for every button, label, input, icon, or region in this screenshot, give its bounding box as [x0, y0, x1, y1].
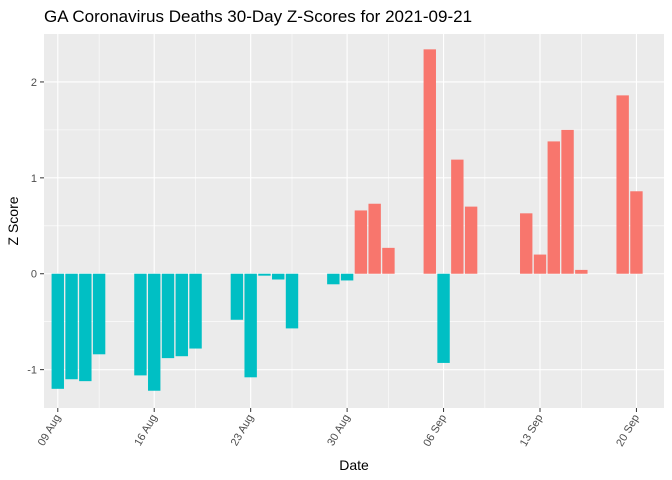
x-tick-label: 16 Aug [132, 413, 160, 449]
y-axis: -1 0 1 2 [27, 77, 44, 377]
bar [382, 247, 395, 274]
x-tick-label: 13 Sep [518, 413, 546, 449]
bar [65, 273, 78, 380]
bar [134, 273, 147, 376]
x-tick-label: 20 Sep [614, 413, 642, 449]
bars [51, 49, 643, 391]
bar [161, 273, 175, 359]
bar [616, 95, 629, 274]
bar [285, 273, 299, 329]
bar [547, 141, 560, 274]
x-axis-title: Date [339, 457, 369, 473]
bar [92, 273, 106, 355]
bar [340, 273, 354, 281]
chart-title: GA Coronavirus Deaths 30-Day Z-Scores fo… [44, 7, 472, 26]
minor-gridlines [44, 34, 664, 408]
x-tick-label: 23 Aug [229, 413, 257, 449]
bar [630, 191, 643, 274]
plot-panel [44, 34, 664, 408]
bar [79, 273, 92, 382]
bar [230, 273, 244, 320]
bar [354, 210, 368, 274]
bar [437, 273, 450, 363]
y-tick-label: 2 [31, 77, 37, 89]
y-tick-label: 0 [31, 269, 37, 281]
x-tick-label: 06 Sep [421, 413, 449, 449]
bar [148, 273, 161, 391]
bar [175, 273, 188, 357]
bar [272, 273, 285, 280]
x-tick-label: 30 Aug [325, 413, 353, 449]
y-axis-title: Z Score [5, 196, 21, 245]
bar [423, 49, 436, 274]
bar [575, 269, 588, 274]
bar [189, 273, 202, 349]
bar [327, 273, 340, 285]
y-tick-label: 1 [31, 173, 37, 185]
bar [368, 203, 381, 274]
bar [533, 254, 547, 274]
bar [244, 273, 257, 378]
x-axis: 09 Aug 16 Aug 23 Aug 30 Aug 06 Sep 13 Sep 20 S… [36, 408, 642, 449]
bar [51, 273, 64, 389]
y-tick-label: -1 [27, 365, 37, 377]
major-gridlines [44, 34, 664, 408]
bar [520, 213, 533, 274]
bar [451, 159, 464, 274]
bar [258, 273, 271, 276]
bar [464, 206, 478, 274]
bar [561, 129, 574, 274]
x-tick-label: 09 Aug [36, 413, 64, 449]
